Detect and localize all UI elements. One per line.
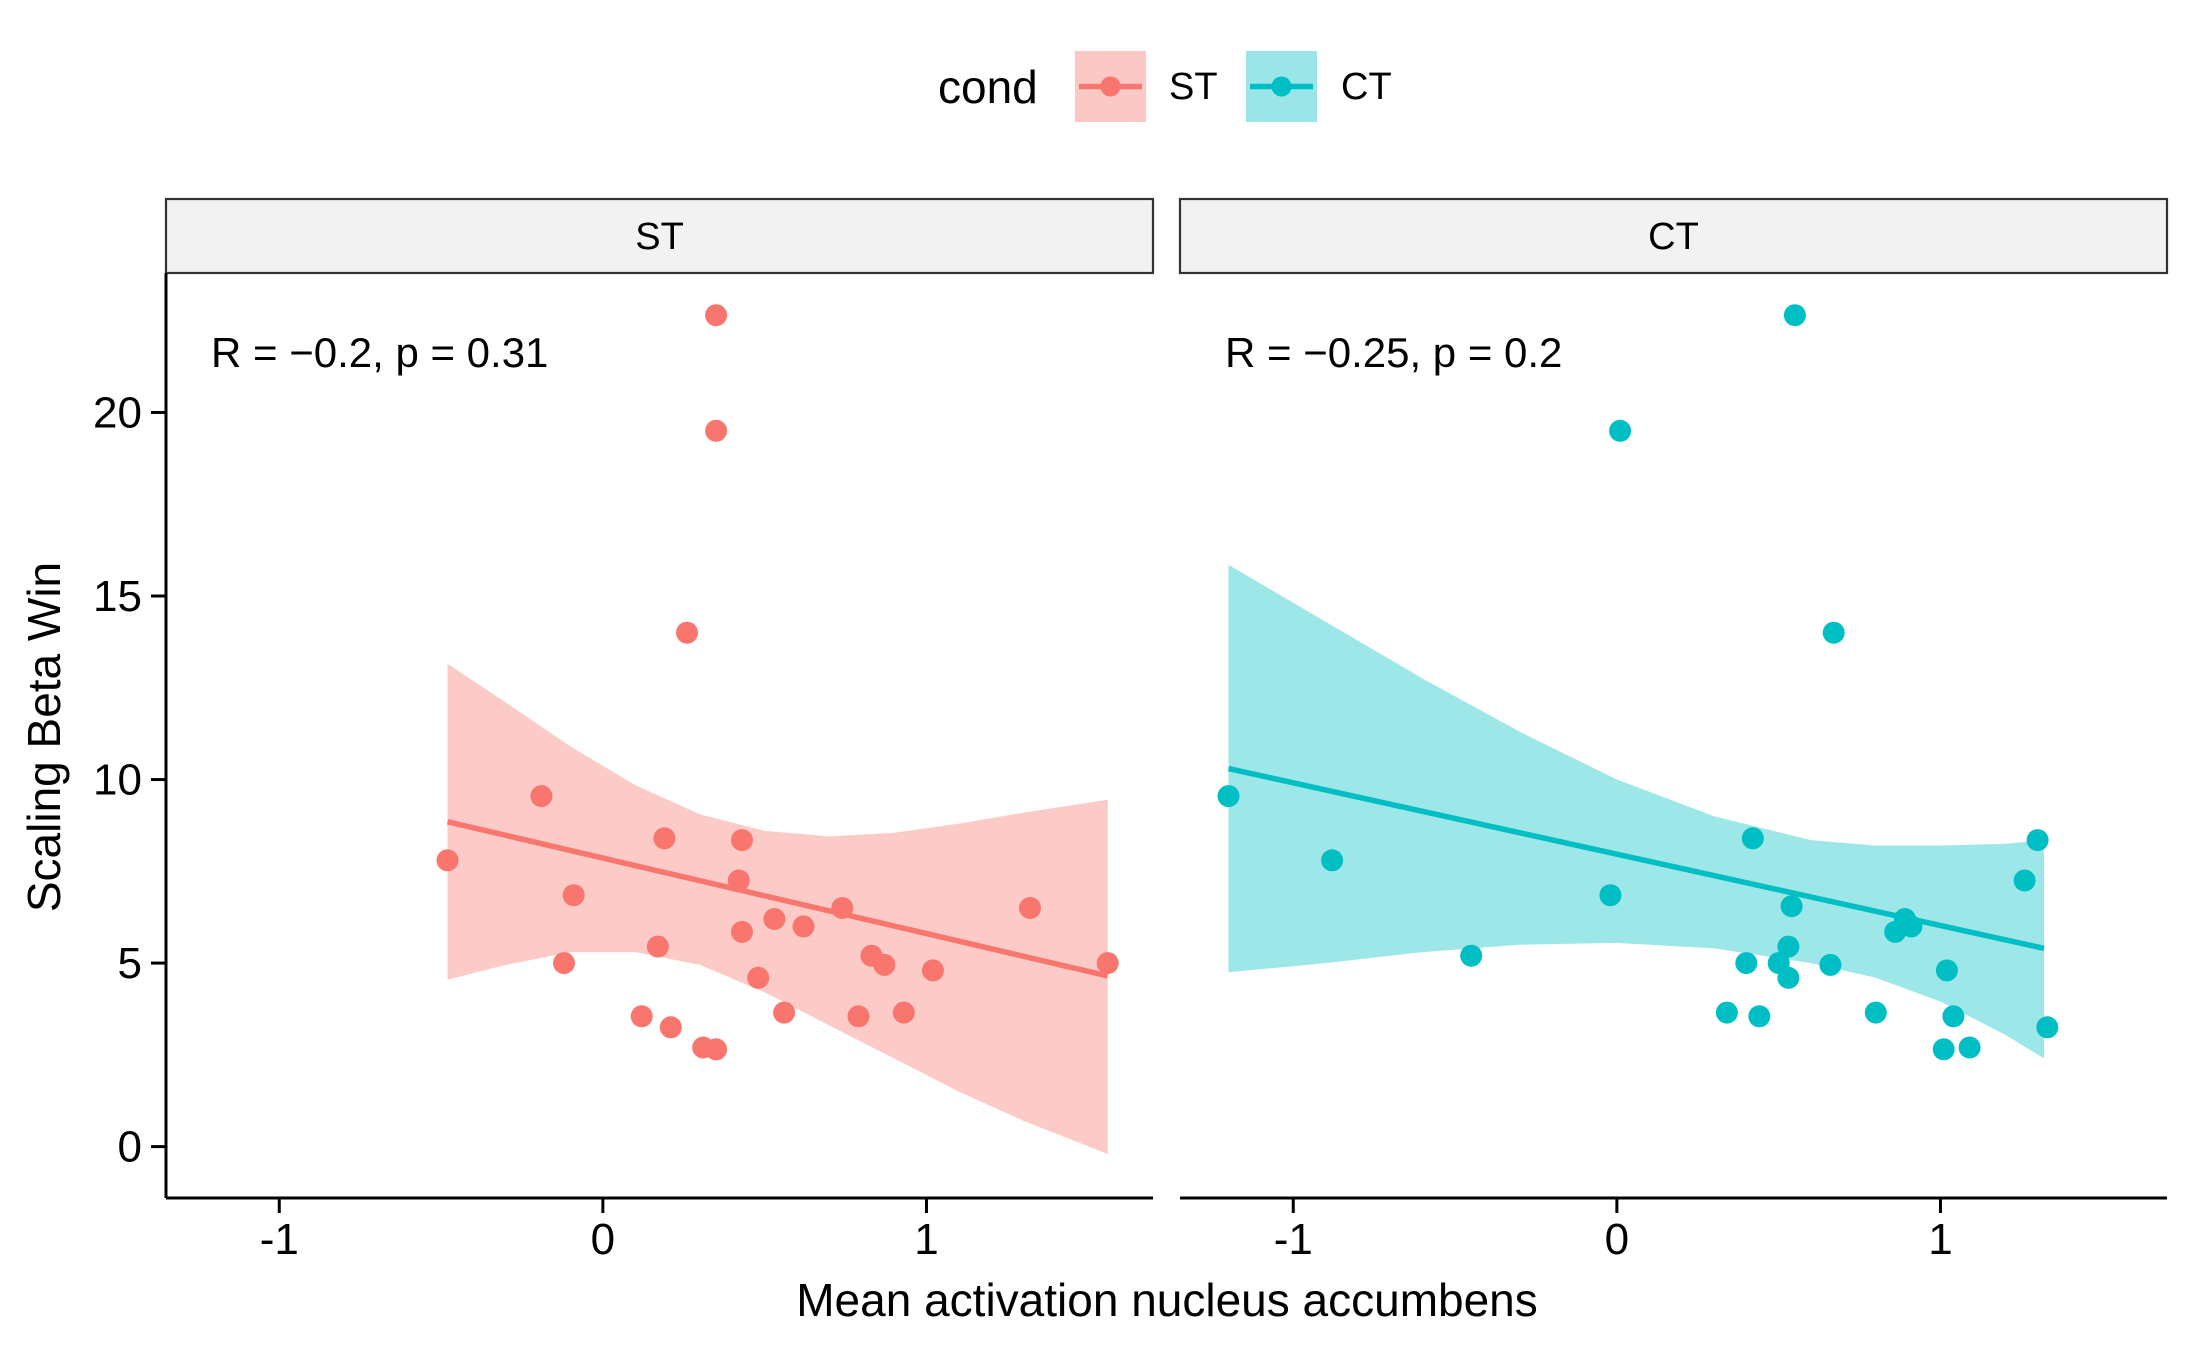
data-point-st-11 <box>705 419 728 442</box>
data-point-ct-2 <box>1460 944 1483 967</box>
y-tick-label-2: 10 <box>93 756 142 805</box>
data-point-ct-7 <box>1741 827 1764 850</box>
data-point-ct-4 <box>1609 419 1632 442</box>
data-point-ct-13 <box>1783 304 1806 327</box>
data-point-ct-14 <box>1819 953 1842 976</box>
data-point-st-1 <box>530 785 553 808</box>
y-tick-label-4: 20 <box>93 388 142 437</box>
points-ct <box>1217 304 2059 1061</box>
confidence-band-ct <box>1228 564 2044 1059</box>
data-point-st-25 <box>921 959 944 982</box>
data-point-st-17 <box>763 908 786 930</box>
data-point-ct-25 <box>2026 829 2049 852</box>
data-point-st-18 <box>773 1001 796 1024</box>
data-point-ct-20 <box>1932 1038 1955 1061</box>
x-tick-label-ct-0: -1 <box>1274 1215 1313 1264</box>
y-tick-label-3: 15 <box>93 572 142 621</box>
data-point-st-4 <box>630 1005 653 1028</box>
facet-strip-ct-background <box>1178 197 2169 275</box>
x-tick-label-ct-2: 1 <box>1928 1215 1952 1264</box>
data-point-st-21 <box>847 1005 870 1028</box>
facet-strip-ct: CT <box>1178 197 2169 275</box>
data-point-ct-15 <box>1822 621 1845 644</box>
data-point-ct-16 <box>1864 1001 1887 1024</box>
data-point-ct-24 <box>2013 869 2036 892</box>
legend-item-ct: CT <box>1246 51 1392 122</box>
x-tick-label-st-2: 1 <box>914 1215 938 1264</box>
data-point-ct-0 <box>1217 785 1240 808</box>
data-point-st-3 <box>562 884 585 907</box>
facet-strip-ct-label: CT <box>1648 216 1699 258</box>
legend-key-point-ct <box>1271 76 1292 97</box>
facet-strip-st-label: ST <box>635 216 684 258</box>
data-point-st-13 <box>727 869 750 892</box>
facet-strip-st-background <box>164 197 1155 275</box>
panel-ct: R = −0.25, p = 0.2 <box>1217 304 2059 1061</box>
data-point-ct-6 <box>1735 952 1758 975</box>
correlation-annotation-ct: R = −0.25, p = 0.2 <box>1225 329 1562 376</box>
x-tick-label-st-0: -1 <box>260 1215 299 1264</box>
data-point-ct-5 <box>1715 1001 1738 1024</box>
data-point-ct-1 <box>1321 849 1344 872</box>
legend-title: cond <box>938 61 1038 113</box>
data-point-st-23 <box>873 953 896 976</box>
legend-key-point-st <box>1100 76 1121 97</box>
x-tick-label-st-1: 0 <box>591 1215 615 1264</box>
data-point-ct-11 <box>1777 935 1800 958</box>
data-point-st-19 <box>792 915 815 938</box>
data-point-st-8 <box>676 621 698 644</box>
data-point-st-10 <box>705 1038 728 1061</box>
panel-st: R = −0.2, p = 0.31 <box>211 304 1119 1154</box>
data-point-st-26 <box>1019 897 1041 919</box>
data-point-st-5 <box>646 935 669 958</box>
data-point-ct-21 <box>1935 959 1958 982</box>
data-point-ct-8 <box>1748 1005 1771 1028</box>
legend-label-ct: CT <box>1341 66 1392 108</box>
data-point-st-14 <box>731 829 753 852</box>
legend-item-st: ST <box>1075 51 1218 122</box>
data-point-st-27 <box>1096 952 1119 975</box>
data-point-ct-12 <box>1780 895 1803 918</box>
data-point-ct-19 <box>1900 915 1923 938</box>
data-point-st-0 <box>436 849 459 872</box>
data-point-st-12 <box>705 304 728 327</box>
data-point-ct-22 <box>1942 1005 1965 1028</box>
data-point-st-20 <box>831 897 854 919</box>
y-axis-title: Scaling Beta Win <box>18 562 70 912</box>
data-point-st-16 <box>747 966 770 989</box>
data-point-st-7 <box>659 1016 682 1039</box>
data-point-st-6 <box>653 827 676 850</box>
data-point-ct-3 <box>1599 884 1622 907</box>
correlation-annotation-st: R = −0.2, p = 0.31 <box>211 329 548 376</box>
data-point-ct-23 <box>1958 1036 1981 1059</box>
points-st <box>436 304 1119 1061</box>
x-axis-title: Mean activation nucleus accumbens <box>796 1274 1538 1326</box>
data-point-ct-10 <box>1777 966 1800 989</box>
data-point-st-24 <box>892 1001 915 1024</box>
y-tick-label-0: 0 <box>118 1123 142 1172</box>
legend-label-st: ST <box>1169 66 1218 108</box>
y-tick-label-1: 5 <box>118 939 142 988</box>
facet-strip-st: ST <box>164 197 1155 275</box>
data-point-st-2 <box>553 952 575 975</box>
regression-line-st <box>446 819 1109 979</box>
data-point-ct-26 <box>2036 1016 2059 1039</box>
x-tick-label-ct-1: 0 <box>1605 1215 1629 1264</box>
data-point-st-15 <box>731 920 753 943</box>
legend: cond ST CT <box>938 51 1392 122</box>
